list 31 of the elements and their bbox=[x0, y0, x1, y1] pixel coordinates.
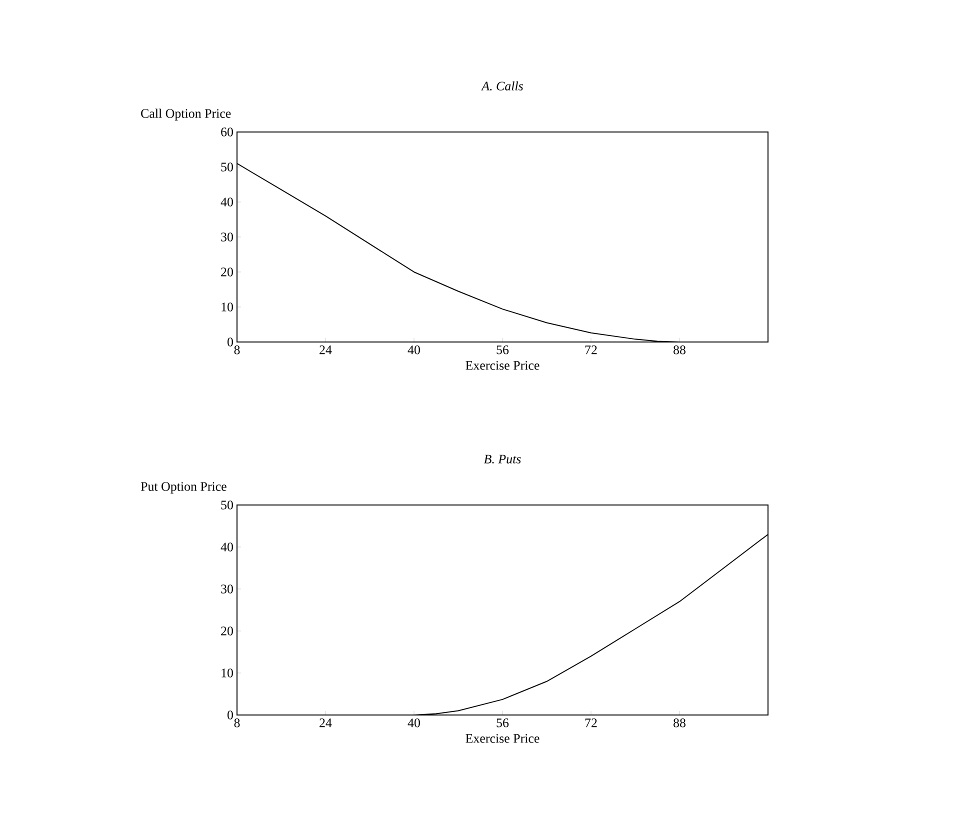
y-tick-label: 40 bbox=[220, 542, 233, 552]
x-tick-label: 72 bbox=[585, 718, 597, 728]
y-tick-label: 50 bbox=[221, 162, 233, 172]
x-tick-label: 24 bbox=[320, 346, 332, 354]
y-axis-title: Call Option Price bbox=[141, 108, 231, 120]
y-tick-label: 20 bbox=[221, 268, 233, 276]
x-tick-label: 88 bbox=[674, 718, 686, 728]
y-tick-label: 30 bbox=[221, 232, 233, 242]
y-tick-label: 0 bbox=[228, 338, 233, 346]
y-tick-label: 40 bbox=[220, 198, 233, 206]
x-axis-title: Exercise Price bbox=[466, 734, 540, 743]
x-axis-title: Exercise Price bbox=[466, 361, 540, 370]
x-tick-label: 8 bbox=[234, 346, 240, 354]
x-tick-label: 56 bbox=[496, 346, 509, 354]
chart-title: B. Puts bbox=[484, 454, 521, 464]
y-tick-label: 60 bbox=[221, 128, 233, 136]
x-tick-label: 24 bbox=[320, 718, 332, 728]
chart-title: A. Calls bbox=[480, 81, 523, 90]
y-tick-label: 0 bbox=[228, 710, 233, 720]
x-tick-label: 56 bbox=[496, 718, 509, 728]
y-tick-label: 20 bbox=[221, 626, 233, 636]
y-tick-label: 10 bbox=[222, 302, 233, 312]
y-tick-label: 30 bbox=[221, 584, 233, 594]
x-tick-label: 40 bbox=[408, 718, 420, 728]
x-tick-label: 72 bbox=[585, 346, 597, 354]
x-tick-label: 88 bbox=[674, 346, 686, 354]
y-tick-label: 10 bbox=[222, 668, 233, 678]
x-tick-label: 40 bbox=[408, 346, 420, 354]
y-axis-title: Put Option Price bbox=[140, 482, 226, 494]
x-tick-label: 8 bbox=[234, 718, 240, 728]
y-tick-label: 50 bbox=[221, 500, 233, 510]
